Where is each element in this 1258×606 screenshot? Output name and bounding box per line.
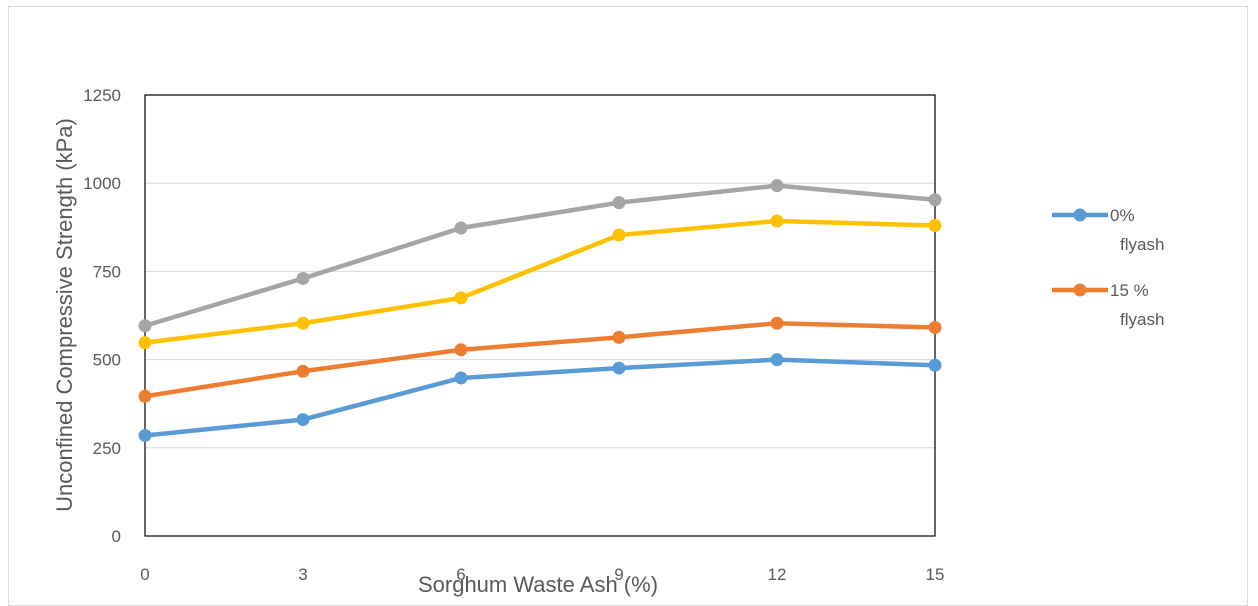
data-point xyxy=(770,179,784,193)
plot-area-frame xyxy=(144,94,936,537)
legend-label-line1: 0% xyxy=(1110,206,1135,225)
data-point xyxy=(296,271,310,285)
y-axis-title: Unconfined Compressive Strength (kPa) xyxy=(52,118,77,512)
data-point xyxy=(296,316,310,330)
data-point xyxy=(454,343,468,357)
data-point xyxy=(138,428,152,442)
legend-item: 0% flyash xyxy=(1052,206,1164,254)
series-line xyxy=(142,218,938,345)
y-axis-tick-labels: 0 250 500 750 1000 1250 xyxy=(83,86,121,546)
y-tick-label: 0 xyxy=(112,527,121,546)
y-tick-label: 1000 xyxy=(83,174,121,193)
x-axis-tick-labels: 0 3 6 9 12 15 xyxy=(140,565,944,584)
legend-label-line2: flyash xyxy=(1120,310,1164,329)
y-tick-label: 500 xyxy=(93,351,121,370)
x-tick-label: 15 xyxy=(926,565,945,584)
x-axis-title: Sorghum Waste Ash (%) xyxy=(418,572,658,597)
legend-marker xyxy=(1073,283,1087,297)
legend-label-line2: flyash xyxy=(1120,235,1164,254)
data-point xyxy=(454,221,468,235)
series-line xyxy=(142,321,938,399)
data-point xyxy=(770,316,784,330)
x-tick-label: 9 xyxy=(614,565,623,584)
data-point xyxy=(138,336,152,350)
data-point xyxy=(454,291,468,305)
data-point xyxy=(928,358,942,372)
data-point xyxy=(296,413,310,427)
data-point xyxy=(138,389,152,403)
x-tick-label: 12 xyxy=(768,565,787,584)
data-point xyxy=(612,228,626,242)
series-2 xyxy=(138,316,942,403)
data-point xyxy=(138,319,152,333)
y-tick-label: 1250 xyxy=(83,86,121,105)
data-point xyxy=(454,371,468,385)
data-point xyxy=(770,214,784,228)
data-point xyxy=(612,330,626,344)
series-4 xyxy=(138,214,942,350)
data-point xyxy=(770,353,784,367)
series-1 xyxy=(138,353,942,442)
series-line xyxy=(142,357,938,438)
data-point xyxy=(296,364,310,378)
y-tick-label: 750 xyxy=(93,262,121,281)
data-point xyxy=(928,193,942,207)
legend-item: 15 % flyash xyxy=(1052,281,1164,329)
series-3 xyxy=(138,179,942,333)
x-tick-label: 6 xyxy=(456,565,465,584)
x-tick-label: 3 xyxy=(298,565,307,584)
legend-label-line1: 15 % xyxy=(1110,281,1149,300)
data-point xyxy=(928,320,942,334)
data-point xyxy=(612,361,626,375)
data-point xyxy=(612,196,626,210)
legend: 0% flyash 15 % flyash xyxy=(1052,206,1164,329)
legend-marker xyxy=(1073,208,1087,222)
data-point xyxy=(928,219,942,233)
series-line xyxy=(142,183,938,328)
series-layer xyxy=(138,179,942,442)
x-tick-label: 0 xyxy=(140,565,149,584)
y-tick-label: 250 xyxy=(93,439,121,458)
